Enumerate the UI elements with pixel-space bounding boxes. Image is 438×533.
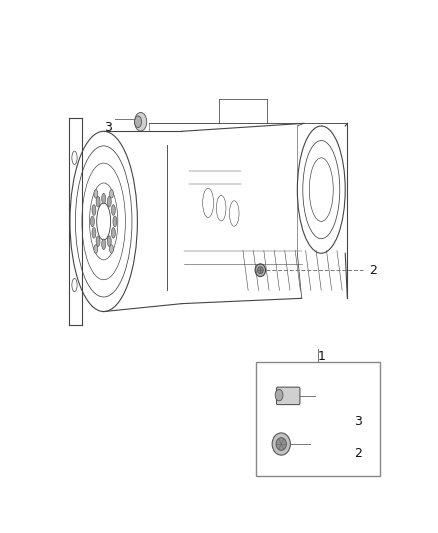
Ellipse shape bbox=[102, 239, 106, 249]
Ellipse shape bbox=[134, 116, 141, 127]
Ellipse shape bbox=[92, 228, 96, 238]
Ellipse shape bbox=[110, 245, 113, 253]
Text: 2: 2 bbox=[354, 447, 362, 459]
Ellipse shape bbox=[91, 216, 95, 227]
Text: 3: 3 bbox=[105, 121, 113, 134]
Ellipse shape bbox=[96, 236, 100, 246]
Ellipse shape bbox=[94, 245, 98, 253]
Ellipse shape bbox=[275, 389, 283, 401]
Ellipse shape bbox=[102, 193, 106, 204]
Text: 3: 3 bbox=[354, 415, 362, 428]
FancyBboxPatch shape bbox=[276, 387, 300, 405]
Ellipse shape bbox=[111, 228, 115, 238]
Text: 1: 1 bbox=[318, 350, 325, 363]
Ellipse shape bbox=[107, 236, 111, 246]
Ellipse shape bbox=[276, 438, 286, 450]
Ellipse shape bbox=[92, 205, 96, 215]
Ellipse shape bbox=[113, 216, 117, 227]
Ellipse shape bbox=[110, 190, 113, 198]
Ellipse shape bbox=[134, 112, 147, 131]
Ellipse shape bbox=[272, 433, 290, 455]
Ellipse shape bbox=[96, 196, 100, 207]
Ellipse shape bbox=[258, 266, 263, 273]
Ellipse shape bbox=[94, 190, 98, 198]
Ellipse shape bbox=[111, 205, 115, 215]
Text: 2: 2 bbox=[369, 264, 377, 277]
Ellipse shape bbox=[107, 196, 111, 207]
Ellipse shape bbox=[255, 264, 265, 277]
